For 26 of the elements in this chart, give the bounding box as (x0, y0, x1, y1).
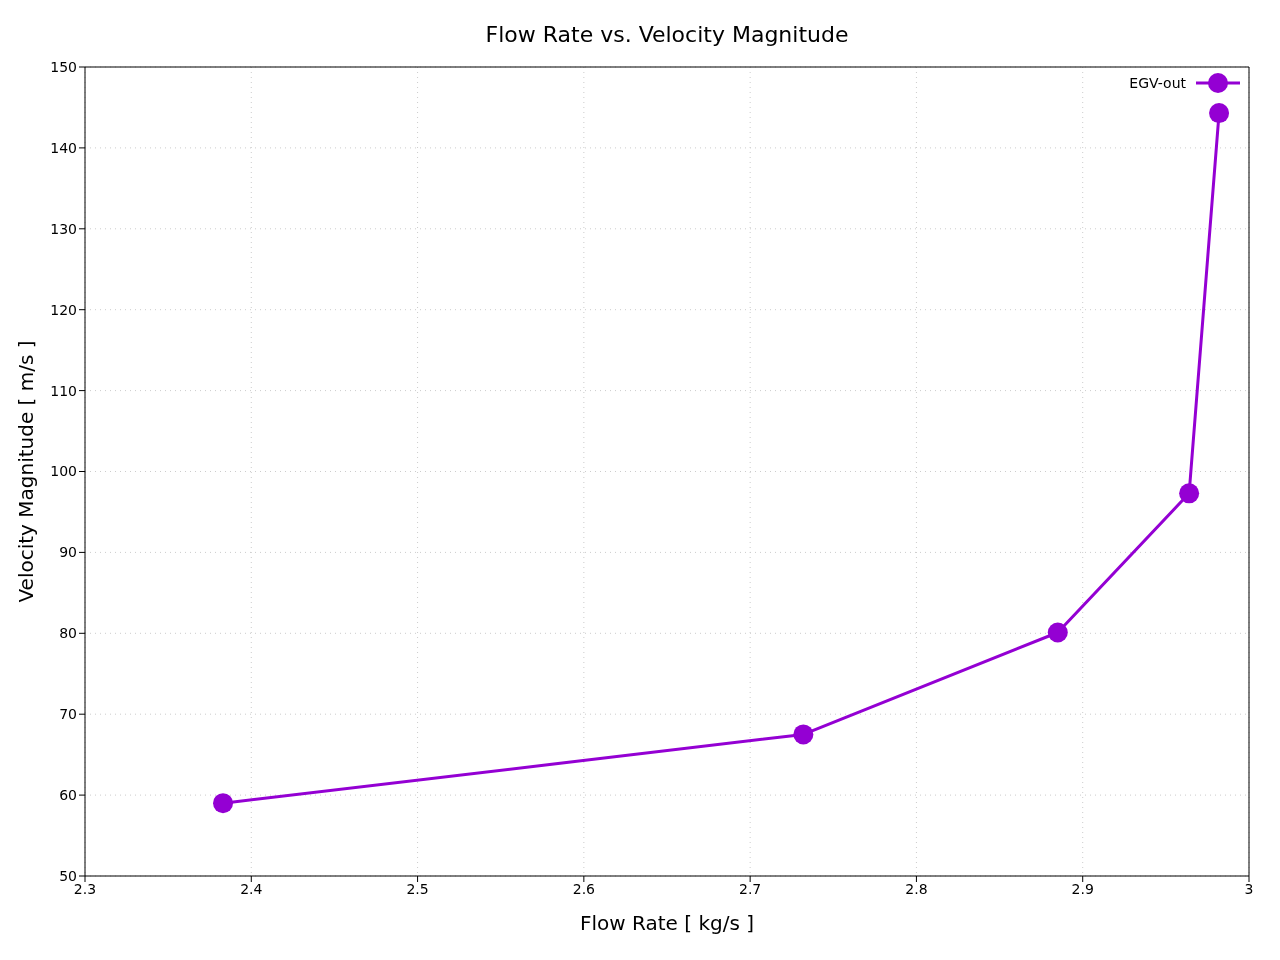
y-tick-label: 120 (50, 301, 77, 318)
point (1179, 483, 1200, 504)
y-tick-label: 70 (59, 706, 77, 723)
x-axis-title: Flow Rate [ kg/s ] (580, 911, 754, 935)
legend-label: EGV-out (1129, 75, 1186, 91)
x-tick-label: 3 (1244, 880, 1254, 897)
point (1209, 103, 1230, 124)
y-tick-label: 110 (50, 382, 77, 399)
x-tick-label: 2.7 (739, 880, 762, 897)
point (793, 724, 814, 745)
y-tick-label: 60 (59, 787, 77, 804)
x-tick-label: 2.6 (572, 880, 596, 897)
y-tick-label: 150 (50, 58, 77, 75)
y-axis-title: Velocity Magnitude [ m/s ] (14, 340, 39, 603)
y-tick-label: 90 (59, 544, 77, 561)
chart-title: Flow Rate vs. Velocity Magnitude (484, 22, 850, 47)
x-tick-label: 2.9 (1071, 880, 1094, 897)
x-tick-label: 2.5 (406, 880, 429, 897)
y-tick-label: 100 (50, 463, 77, 480)
y-tick-label: 140 (50, 139, 77, 156)
x-tick-label: 2.4 (240, 880, 263, 897)
point (1047, 622, 1068, 643)
point (213, 793, 234, 814)
y-tick-label: 80 (59, 625, 77, 642)
y-tick-label: 130 (50, 220, 77, 237)
x-tick-label: 2.8 (905, 880, 928, 897)
